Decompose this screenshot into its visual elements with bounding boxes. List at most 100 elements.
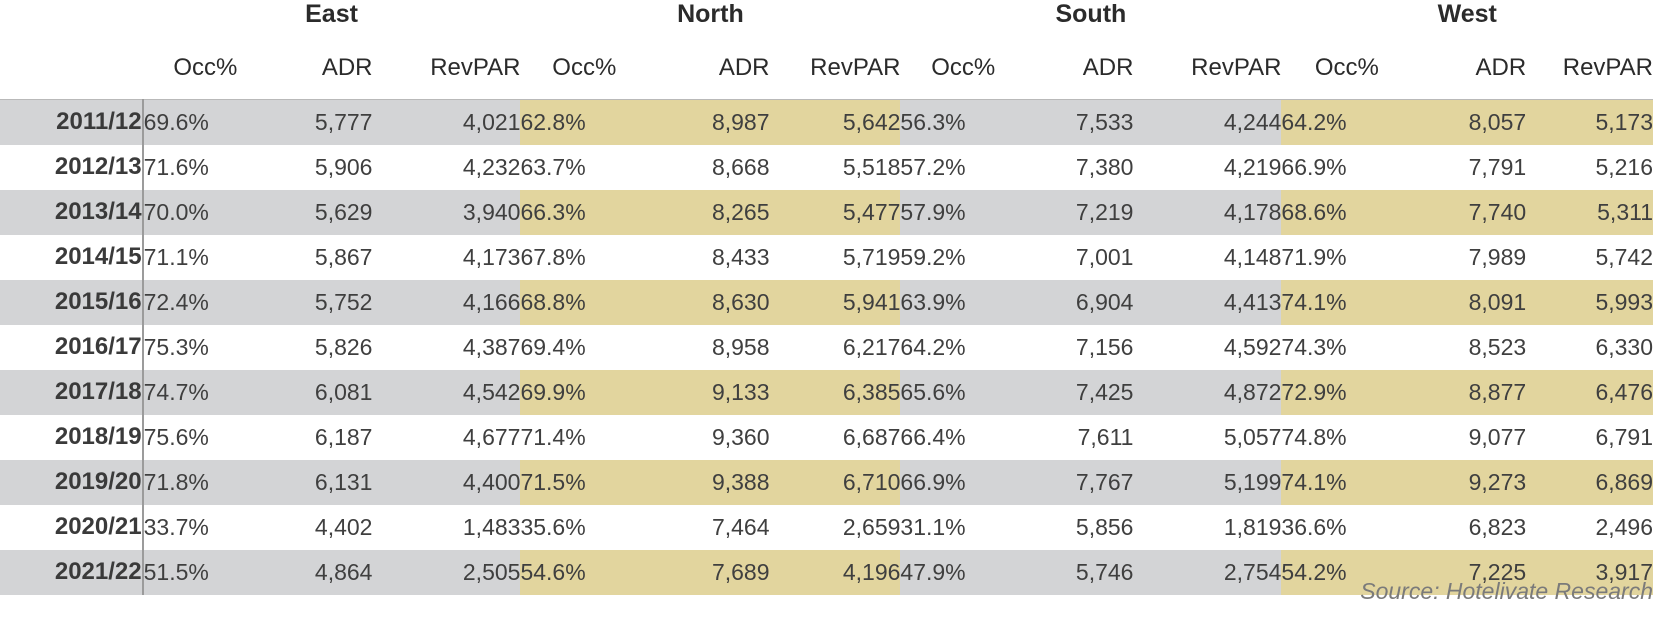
value-cell-south-revpar: 4,244 bbox=[1133, 99, 1282, 145]
metric-header-west-occ: Occ% bbox=[1314, 53, 1379, 81]
value-cell-north-occ: 68.8% bbox=[520, 279, 649, 325]
value-cell-east-revpar: 4,677 bbox=[462, 423, 521, 450]
value-cell-west-adr: 7,740 bbox=[1412, 189, 1527, 235]
value-cell-east-adr: 5,752 bbox=[268, 279, 373, 325]
table-row: 2018/19 75.6% 6,187 4,677 71.4% 9,360 6,687 66.… bbox=[0, 414, 1653, 460]
metric-header-west-revpar: RevPAR bbox=[1562, 53, 1653, 81]
value-cell-west-occ: 66.9% bbox=[1281, 153, 1347, 180]
year-cell: 2019/20 bbox=[0, 459, 144, 505]
value-cell-north-adr: 8,433 bbox=[711, 243, 770, 270]
value-cell-south-occ: 64.2% bbox=[900, 333, 966, 360]
value-cell-west-revpar: 2,496 bbox=[1595, 513, 1653, 540]
value-cell-east-adr: 6,131 bbox=[268, 459, 373, 505]
metric-header-north-revpar: RevPAR bbox=[810, 53, 901, 81]
value-cell-north-occ: 71.5% bbox=[520, 459, 649, 505]
value-cell-east-adr: 6,081 bbox=[268, 369, 373, 415]
value-cell-north-revpar: 5,477 bbox=[769, 189, 901, 235]
value-cell-south-occ: 56.3% bbox=[900, 99, 1026, 145]
year-cell: 2013/14 bbox=[0, 189, 144, 235]
value-cell-east-revpar: 1,483 bbox=[462, 513, 521, 540]
value-cell-east-revpar: 4,173 bbox=[462, 243, 521, 270]
value-cell-east-occ: 51.5% bbox=[142, 549, 269, 595]
value-cell-west-occ: 74.3% bbox=[1281, 333, 1347, 360]
value-cell-west-adr: 9,077 bbox=[1468, 423, 1527, 450]
value-cell-south-occ: 66.4% bbox=[900, 423, 966, 450]
table-row: 2012/13 71.6% 5,906 4,232 63.7% 8,668 5,518 57.… bbox=[0, 144, 1653, 190]
value-cell-south-adr: 5,856 bbox=[1075, 513, 1134, 540]
region-header-west: West bbox=[1437, 0, 1497, 28]
value-cell-south-revpar: 4,413 bbox=[1133, 279, 1282, 325]
value-cell-west-adr: 7,989 bbox=[1468, 243, 1527, 270]
value-cell-south-revpar: 4,592 bbox=[1223, 333, 1282, 360]
value-cell-south-revpar: 2,754 bbox=[1133, 549, 1282, 595]
value-cell-north-occ: 62.8% bbox=[520, 99, 649, 145]
value-cell-south-adr: 7,611 bbox=[1077, 423, 1134, 450]
value-cell-north-adr: 9,388 bbox=[648, 459, 770, 505]
value-cell-east-occ: 69.6% bbox=[142, 99, 269, 145]
value-cell-west-revpar: 5,173 bbox=[1526, 99, 1653, 145]
value-cell-south-revpar: 1,819 bbox=[1223, 513, 1282, 540]
value-cell-west-revpar: 3,917 bbox=[1526, 549, 1653, 595]
value-cell-east-adr: 6,187 bbox=[314, 423, 373, 450]
value-cell-west-adr: 8,523 bbox=[1468, 333, 1527, 360]
value-cell-west-revpar: 5,216 bbox=[1595, 153, 1653, 180]
value-cell-south-occ: 63.9% bbox=[900, 279, 1026, 325]
table-row: 2017/18 74.7% 6,081 4,542 69.9% 9,133 6,385 65.… bbox=[0, 369, 1653, 415]
value-cell-south-occ: 59.2% bbox=[900, 243, 966, 270]
value-cell-east-occ: 70.0% bbox=[142, 189, 269, 235]
value-cell-north-occ: 67.8% bbox=[520, 243, 586, 270]
value-cell-east-revpar: 4,166 bbox=[372, 279, 521, 325]
value-cell-east-revpar: 4,542 bbox=[372, 369, 521, 415]
value-cell-north-occ: 69.9% bbox=[520, 369, 649, 415]
value-cell-south-revpar: 4,148 bbox=[1223, 243, 1282, 270]
value-cell-west-occ: 64.2% bbox=[1281, 99, 1413, 145]
value-cell-south-adr: 7,219 bbox=[1025, 189, 1134, 235]
value-cell-north-adr: 8,668 bbox=[711, 153, 770, 180]
source-note: Source: Hotelivate Research bbox=[1360, 578, 1653, 604]
value-cell-north-revpar: 5,719 bbox=[842, 243, 901, 270]
value-cell-north-adr: 8,265 bbox=[648, 189, 770, 235]
value-cell-north-adr: 7,464 bbox=[711, 513, 770, 540]
table-row: 2013/14 70.0% 5,629 3,940 66.3% 8,265 5,477 57.… bbox=[0, 189, 1653, 235]
value-cell-east-occ: 75.3% bbox=[143, 333, 209, 360]
year-cell: 2017/18 bbox=[0, 369, 144, 415]
value-cell-west-adr: 7,225 bbox=[1412, 549, 1527, 595]
metric-header-east-occ: Occ% bbox=[173, 53, 238, 81]
table-row: 2019/20 71.8% 6,131 4,400 71.5% 9,388 6,710 66.… bbox=[0, 459, 1653, 505]
year-cell: 2011/12 bbox=[0, 99, 144, 145]
value-cell-north-adr: 8,630 bbox=[648, 279, 770, 325]
value-cell-north-revpar: 2,659 bbox=[842, 513, 901, 540]
value-cell-east-adr: 5,867 bbox=[314, 243, 373, 270]
metric-header-west-adr: ADR bbox=[1475, 53, 1527, 81]
value-cell-east-revpar: 3,940 bbox=[372, 189, 521, 235]
value-cell-west-adr: 8,091 bbox=[1412, 279, 1527, 325]
value-cell-north-adr: 7,689 bbox=[648, 549, 770, 595]
value-cell-south-adr: 7,380 bbox=[1075, 153, 1134, 180]
table-row: 2015/16 72.4% 5,752 4,166 68.8% 8,630 5,941 63.… bbox=[0, 279, 1653, 325]
value-cell-south-revpar: 5,057 bbox=[1223, 423, 1282, 450]
value-cell-south-occ: 47.9% bbox=[900, 549, 1026, 595]
year-cell: 2012/13 bbox=[0, 144, 144, 190]
year-cell: 2018/19 bbox=[0, 414, 144, 460]
value-cell-west-adr: 8,057 bbox=[1412, 99, 1527, 145]
value-cell-west-occ: 71.9% bbox=[1281, 243, 1347, 270]
value-cell-north-occ: 66.3% bbox=[520, 189, 649, 235]
value-cell-south-adr: 7,533 bbox=[1025, 99, 1134, 145]
value-cell-west-adr: 9,273 bbox=[1412, 459, 1527, 505]
value-cell-south-revpar: 4,219 bbox=[1223, 153, 1282, 180]
table-row: 2014/15 71.1% 5,867 4,173 67.8% 8,433 5,719 59.… bbox=[0, 234, 1653, 280]
value-cell-north-adr: 8,958 bbox=[711, 333, 770, 360]
value-cell-south-adr: 5,746 bbox=[1025, 549, 1134, 595]
value-cell-west-occ: 36.6% bbox=[1281, 513, 1347, 540]
value-cell-east-revpar: 4,021 bbox=[372, 99, 521, 145]
value-cell-east-occ: 71.1% bbox=[143, 243, 209, 270]
table-row: 2020/21 33.7% 4,402 1,483 35.6% 7,464 2,659 31.… bbox=[0, 504, 1653, 550]
value-cell-west-occ: 74.1% bbox=[1281, 279, 1413, 325]
value-cell-east-revpar: 2,505 bbox=[372, 549, 521, 595]
metric-header-south-adr: ADR bbox=[1082, 53, 1134, 81]
value-cell-north-revpar: 5,941 bbox=[769, 279, 901, 325]
value-cell-west-occ: 54.2% bbox=[1281, 549, 1413, 595]
metric-header-north-occ: Occ% bbox=[552, 53, 617, 81]
value-cell-east-adr: 5,629 bbox=[268, 189, 373, 235]
value-cell-south-revpar: 4,178 bbox=[1133, 189, 1282, 235]
